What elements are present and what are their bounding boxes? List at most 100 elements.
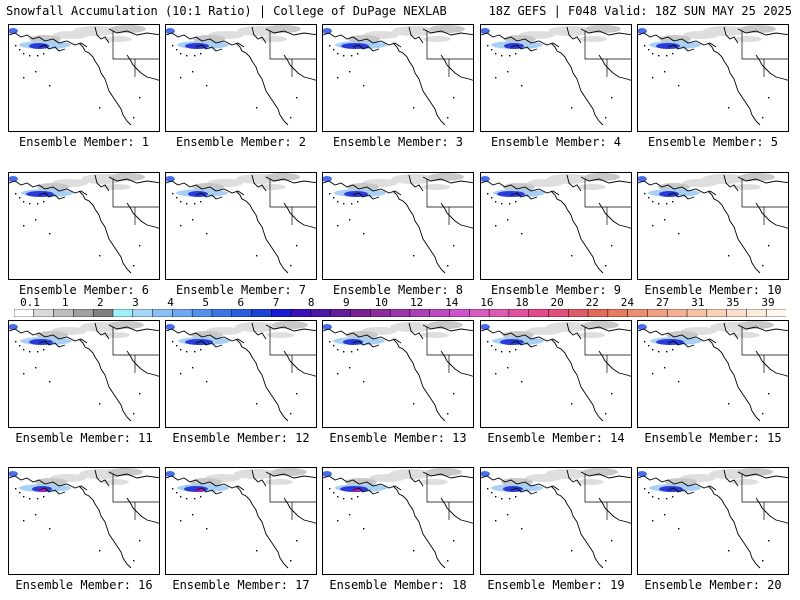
island: [180, 201, 182, 203]
snow-light-area: [264, 173, 300, 181]
island: [447, 117, 449, 119]
island: [652, 373, 654, 375]
ensemble-map-16: [8, 467, 160, 575]
island: [49, 85, 51, 87]
island: [605, 560, 607, 562]
coastline: [195, 192, 223, 200]
snow-light-area: [420, 479, 448, 485]
colorbar-swatch: [469, 309, 490, 317]
coastline: [195, 340, 223, 348]
island: [49, 528, 51, 530]
colorbar-tick-label: 8: [307, 296, 315, 309]
snow-light-area: [235, 322, 279, 332]
ensemble-map-18: [322, 467, 474, 575]
coastline: [440, 497, 473, 524]
island: [49, 233, 51, 235]
coastline: [755, 202, 788, 229]
coastline: [408, 26, 424, 44]
snow-corner-area: [481, 471, 490, 477]
island: [23, 349, 25, 351]
colorbar-tick-label: 14: [445, 296, 459, 309]
coastline: [323, 475, 402, 491]
coastline: [737, 324, 788, 332]
island: [768, 540, 770, 542]
coastline: [323, 180, 402, 196]
colorbar-swatch: [271, 309, 292, 317]
coastline: [510, 340, 538, 348]
island: [453, 540, 455, 542]
island: [23, 77, 25, 79]
snow-light-area: [259, 36, 287, 42]
coastline: [707, 485, 761, 569]
coastline: [422, 471, 473, 479]
colorbar-swatch: [587, 309, 609, 317]
island: [351, 203, 353, 205]
coastline: [166, 475, 245, 491]
island: [337, 520, 339, 522]
island: [186, 203, 188, 205]
colorbar-swatch: [330, 309, 352, 317]
colorbar-swatch: [607, 309, 629, 317]
coastline: [265, 471, 316, 479]
island: [728, 255, 730, 257]
coastline: [166, 32, 245, 48]
island: [333, 49, 335, 51]
island: [501, 203, 503, 205]
political-border: [426, 179, 473, 208]
island: [672, 53, 674, 55]
colorbar-tick-label: 0.1: [20, 296, 40, 309]
coastline: [352, 487, 380, 495]
coastline: [108, 471, 159, 479]
colorbar-swatch: [706, 309, 728, 317]
island: [611, 393, 613, 395]
snow-light-area: [578, 184, 606, 190]
island: [256, 403, 258, 405]
map-layer: [481, 468, 631, 569]
snow-corner-area: [166, 176, 175, 182]
island: [194, 55, 196, 57]
island: [495, 77, 497, 79]
island: [357, 201, 359, 203]
island: [349, 219, 351, 221]
island: [343, 203, 345, 205]
coastline: [235, 190, 289, 274]
coastline: [667, 44, 695, 52]
island: [652, 53, 654, 55]
colorbar-tick-label: 22: [585, 296, 599, 309]
snow-corner-area: [481, 28, 490, 34]
coastline: [440, 202, 473, 229]
coastline: [598, 497, 631, 524]
ensemble-member-label: Ensemble Member: 19: [487, 578, 625, 592]
island: [192, 71, 194, 73]
island: [35, 219, 37, 221]
snow-light-area: [191, 331, 223, 339]
coastline: [580, 324, 631, 332]
colorbar-swatch: [191, 309, 213, 317]
map-layer: [481, 321, 631, 422]
ensemble-member-label: Ensemble Member: 7: [175, 283, 307, 297]
colorbar-swatch: [429, 309, 451, 317]
ensemble-map-15: [637, 320, 789, 428]
snow-corner-area: [638, 324, 647, 330]
island: [296, 245, 298, 247]
snow-light-area: [348, 35, 380, 43]
map-layer: [166, 321, 316, 422]
snow-corner-area: [166, 28, 175, 34]
map-layer: [166, 173, 316, 274]
ensemble-member-label: Ensemble Member: 17: [172, 578, 310, 592]
coastline: [283, 54, 316, 81]
island: [35, 71, 37, 73]
island: [447, 413, 449, 415]
island: [23, 225, 25, 227]
island: [15, 193, 17, 195]
coastline: [638, 475, 717, 491]
island: [329, 45, 331, 47]
island: [343, 55, 345, 57]
island: [290, 413, 292, 415]
island: [296, 540, 298, 542]
island: [447, 560, 449, 562]
map-layer: [9, 321, 159, 422]
political-border: [269, 474, 316, 503]
colorbar-swatch: [746, 309, 767, 317]
snow-corner-area: [638, 28, 647, 34]
